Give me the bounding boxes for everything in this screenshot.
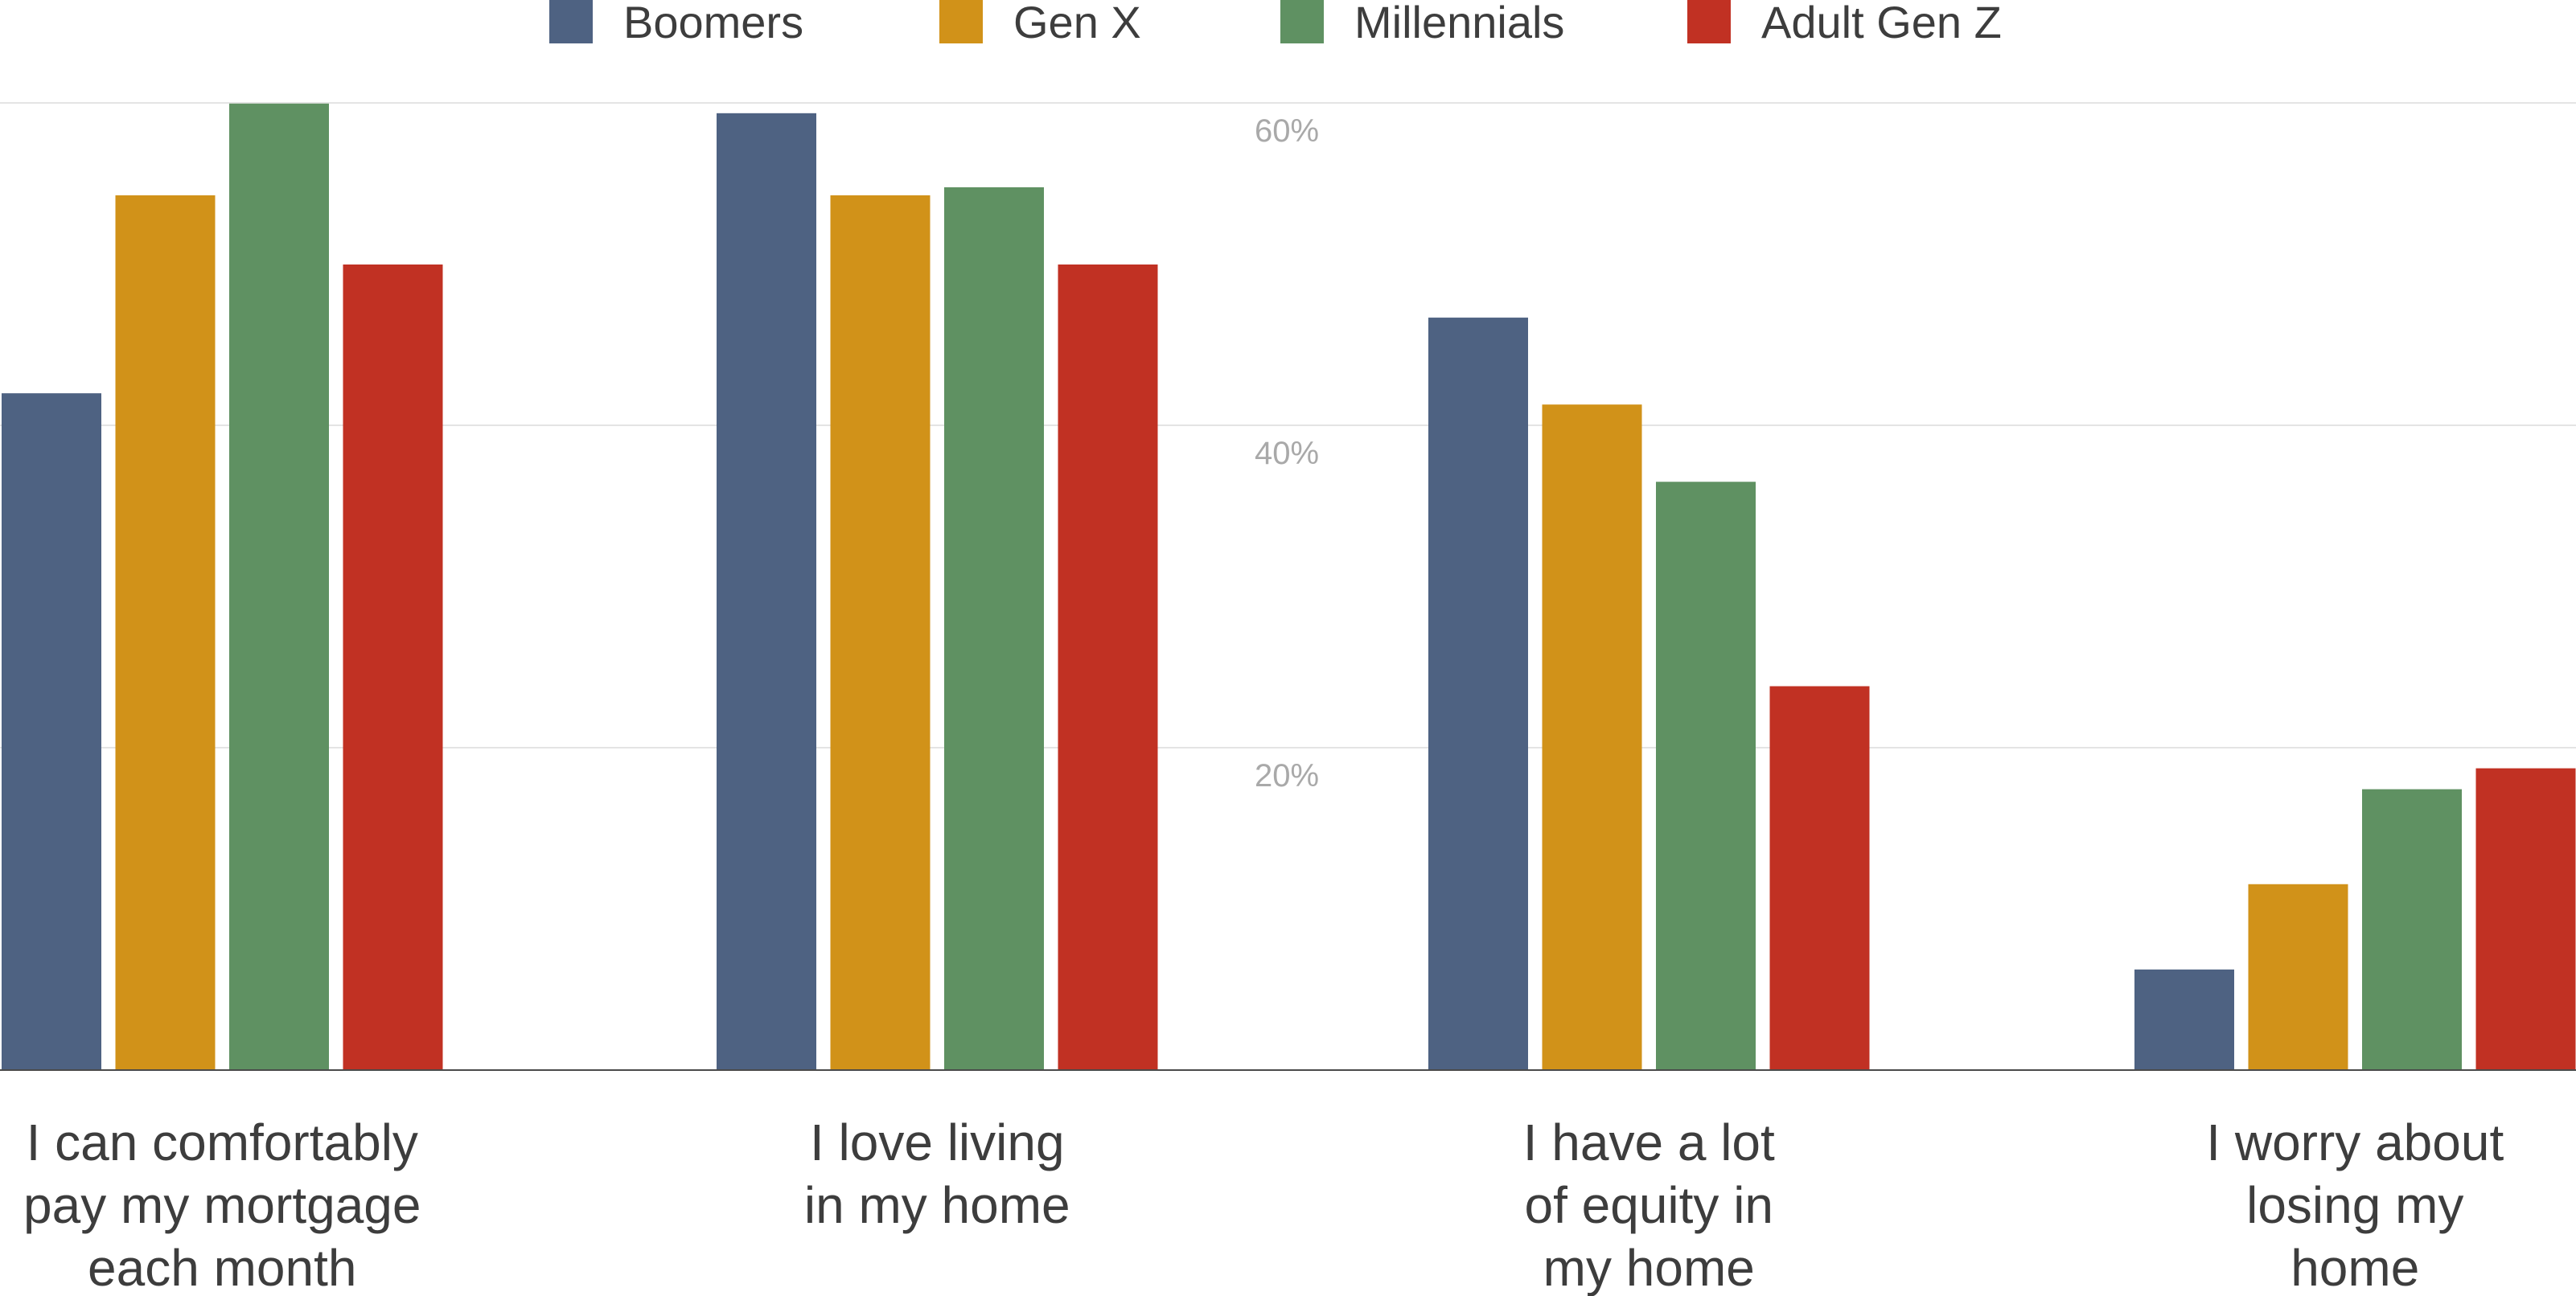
legend-label: Adult Gen Z [1761,0,2002,47]
category-label-line: each month [88,1239,356,1296]
category-label-line: home [2290,1239,2419,1296]
legend-swatch [1280,0,1324,43]
bar-adult-gen-z [343,265,443,1069]
bar-boomers [2134,969,2234,1069]
bar-gen-x [1542,404,1642,1069]
category-label-line: my home [1543,1239,1755,1296]
category-label-line: of equity in [1524,1176,1773,1234]
category-label-line: I have a lot [1523,1113,1775,1171]
legend-swatch [939,0,983,43]
y-tick-labels: 20% 40% 60% [1255,113,1319,794]
legend-label: Millennials [1354,0,1564,47]
bar-gen-x [830,195,931,1069]
category-label: I can comfortably pay my mortgage each mon… [23,1113,421,1296]
bar-boomers [2,393,101,1069]
y-tick-label: 60% [1255,113,1319,149]
bar-adult-gen-z [2475,768,2576,1069]
y-tick-label: 40% [1255,436,1319,471]
category-label: I have a lot of equity in my home [1523,1113,1775,1296]
bar-adult-gen-z [1769,686,1870,1069]
legend: Boomers Gen X Millennials Adult Gen Z [549,0,2002,47]
category-label-line: in my home [804,1176,1070,1234]
category-label-line: I worry about [2206,1113,2504,1171]
bar-millennials [1656,482,1756,1069]
y-tick-label: 20% [1255,758,1319,794]
category-label-line: I can comfortably [27,1113,418,1171]
legend-swatch [549,0,593,43]
legend-swatch [1687,0,1731,43]
category-label-line: I love living [810,1113,1065,1171]
bar-gen-x [2248,884,2348,1069]
category-label: I love living in my home [804,1113,1070,1234]
category-label-line: losing my [2246,1176,2463,1234]
bar-millennials [2362,789,2462,1069]
bar-boomers [1428,318,1528,1069]
category-label: I worry about losing my home [2206,1113,2504,1296]
legend-label: Boomers [623,0,803,47]
bars [2,103,2576,1069]
category-label-line: pay my mortgage [23,1176,421,1234]
bar-gen-x [115,195,216,1069]
bar-adult-gen-z [1058,265,1158,1069]
bar-millennials [229,103,329,1069]
category-labels: I can comfortably pay my mortgage each mon… [23,1113,2504,1296]
bar-boomers [717,113,816,1069]
legend-label: Gen X [1013,0,1141,47]
bar-millennials [944,187,1044,1069]
